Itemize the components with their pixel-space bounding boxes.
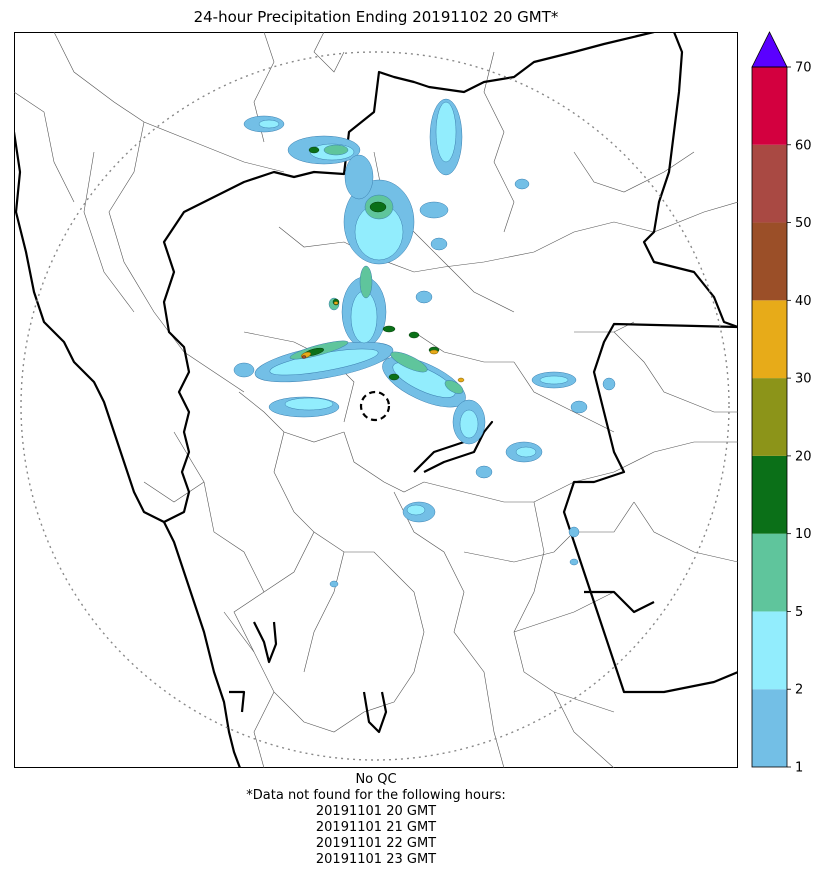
colorbar-tick-label: 2 — [795, 683, 803, 698]
colorbar-segment — [752, 533, 787, 612]
colorbar-tick-label: 40 — [795, 294, 812, 309]
footer-notes: No QC *Data not found for the following … — [14, 772, 738, 868]
colorbar-frame — [751, 66, 788, 768]
colorbar-tick-label: 1 — [795, 761, 803, 773]
colorbar-segment — [752, 455, 787, 534]
colorbar-segment — [752, 222, 787, 301]
missing-hour: 20191101 21 GMT — [315, 820, 437, 835]
colorbar-segment — [752, 689, 787, 767]
colorbar-tick-label: 50 — [795, 216, 812, 231]
missing-hour: 20191101 23 GMT — [315, 852, 437, 867]
colorbar-tick-label: 20 — [795, 449, 812, 464]
missing-data-header: *Data not found for the following hours: — [246, 788, 506, 803]
colorbar-tick-label: 5 — [795, 605, 803, 620]
colorbar-tick-label: 70 — [795, 61, 812, 76]
colorbar-segment — [752, 300, 787, 379]
map-title: 24-hour Precipitation Ending 20191102 20… — [193, 8, 559, 26]
colorbar-ticks: 1 2 5 10 20 30 40 50 60 70 — [787, 61, 812, 773]
colorbar-segment — [752, 67, 787, 145]
precipitation-overlay — [233, 98, 616, 588]
colorbar-tick-label: 10 — [795, 527, 812, 542]
colorbar-segments — [752, 67, 787, 767]
radar-range-ring — [20, 51, 730, 761]
colorbar-tick-label: 30 — [795, 372, 812, 387]
missing-hour: 20191101 20 GMT — [315, 804, 437, 819]
colorbar-segment — [752, 144, 787, 223]
district-boundaries — [14, 32, 738, 768]
qc-status: No QC — [355, 772, 397, 787]
colorbar-tick-label: 60 — [795, 138, 812, 153]
missing-hour: 20191101 22 GMT — [315, 836, 437, 851]
colorbar-extend-triangle — [751, 31, 788, 68]
colorbar: 1 2 5 10 20 30 40 50 60 70 — [751, 31, 812, 773]
precipitation-map — [14, 32, 738, 768]
state-boundaries — [14, 32, 738, 768]
colorbar-segment — [752, 378, 787, 456]
map-frame — [14, 32, 738, 768]
radar-site-marker — [359, 390, 391, 422]
colorbar-segment — [752, 611, 787, 690]
